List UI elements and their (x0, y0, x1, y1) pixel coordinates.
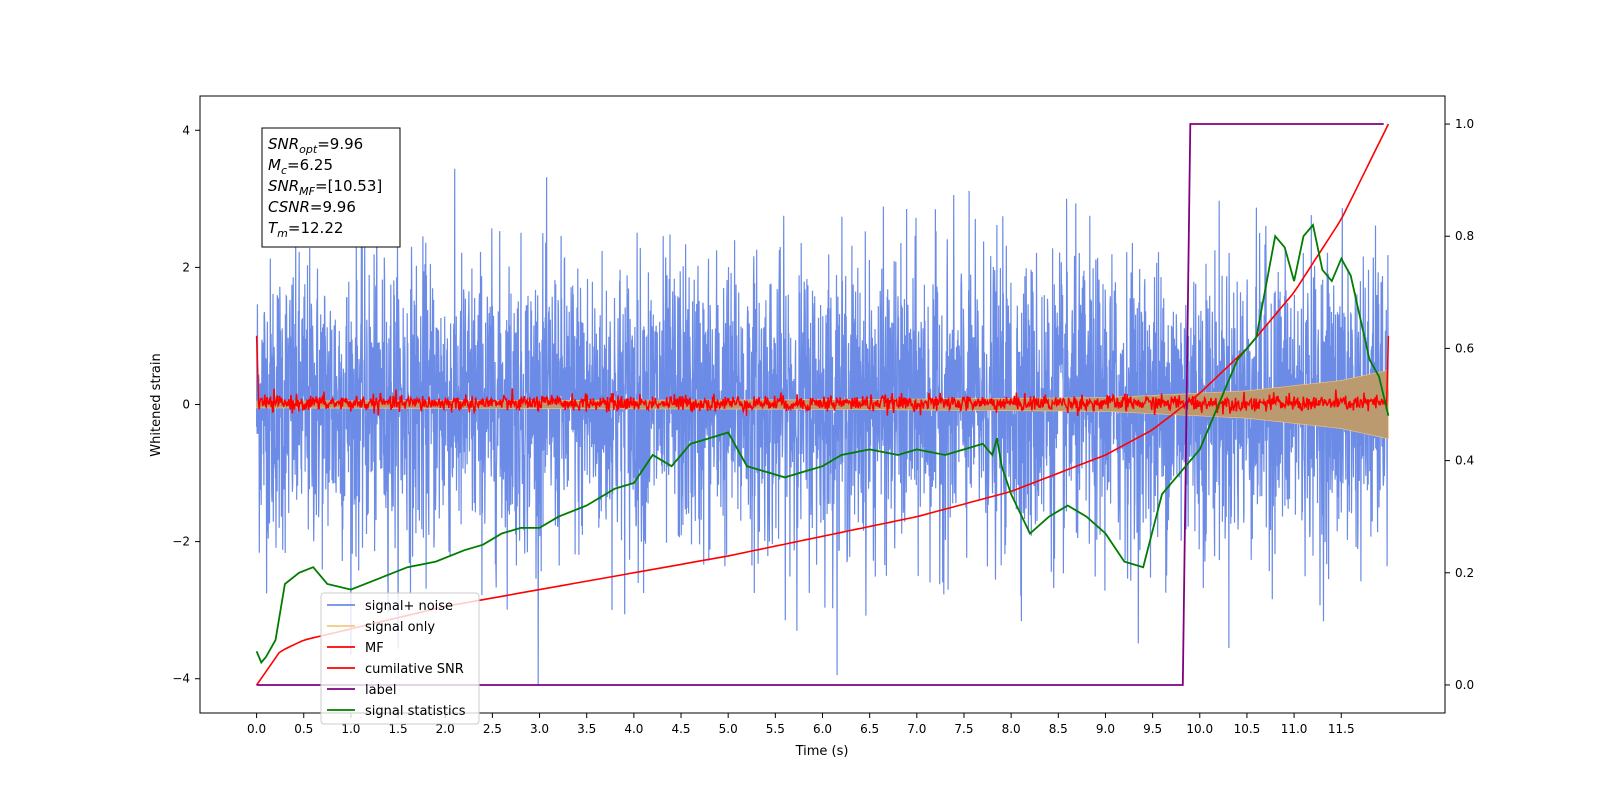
x-tick-label: 10.0 (1186, 722, 1213, 736)
annotation-line: CSNR=9.96 (268, 198, 356, 216)
x-tick-label: 9.5 (1143, 722, 1162, 736)
x-tick-label: 2.0 (436, 722, 455, 736)
x-tick-label: 6.5 (860, 722, 879, 736)
series-mf (255, 335, 1390, 417)
x-tick-label: 8.5 (1049, 722, 1068, 736)
y-tick-label: 0 (182, 398, 190, 412)
x-tick-label: 4.5 (671, 722, 690, 736)
x-tick-label: 5.5 (766, 722, 785, 736)
legend-label: signal statistics (365, 704, 466, 719)
x-axis-label: Time (s) (795, 744, 849, 759)
legend-frame (320, 592, 480, 725)
x-tick-label: 2.5 (483, 722, 502, 736)
x-tick-label: 10.5 (1234, 722, 1261, 736)
y-tick-label: 4 (182, 123, 190, 137)
x-tick-label: 8.0 (1002, 722, 1021, 736)
series-label (256, 123, 1384, 686)
annotation-box: SNRopt=9.96Mc=6.25SNRMF=[10.53]CSNR=9.96… (261, 127, 401, 248)
annotation-line: SNRopt=9.96 (268, 135, 363, 156)
x-tick-label: 9.0 (1096, 722, 1115, 736)
legend-label: label (365, 683, 396, 698)
legend: signal+ noise signal only MF cumilative SNR… (320, 592, 480, 725)
x-tick-label: 0.5 (294, 722, 313, 736)
legend-label: signal+ noise (365, 599, 453, 614)
x-tick-label: 7.0 (907, 722, 926, 736)
y-tick-label: −4 (172, 672, 190, 686)
x-tick-label: 1.0 (341, 722, 360, 736)
x-tick-label: 3.5 (577, 722, 596, 736)
annotation-line: Tm=12.22 (268, 219, 343, 240)
y-axis-label: Whitened strain (149, 353, 164, 456)
x-tick-label: 3.0 (530, 722, 549, 736)
x-tick-label: 4.0 (624, 722, 643, 736)
y-tick-label: 2 (182, 260, 190, 274)
x-tick-label: 0.0 (247, 722, 266, 736)
annotation-frame (261, 127, 401, 248)
y2-tick-label: 1.0 (1455, 117, 1474, 131)
x-tick-label: 1.5 (389, 722, 408, 736)
x-axis-ticks: 0.0 0.5 1.0 1.5 2.0 2.5 3.0 3.5 4.0 4.5 5.0 5.5 6.0 6… (247, 713, 1355, 736)
x-tick-label: 5.0 (719, 722, 738, 736)
legend-label: cumilative SNR (365, 662, 464, 677)
y2-axis-ticks: 0.0 0.2 0.4 0.6 0.8 1.0 (1445, 117, 1474, 692)
x-tick-label: 7.5 (954, 722, 973, 736)
y2-tick-label: 0.6 (1455, 341, 1474, 355)
x-tick-label: 11.0 (1281, 722, 1308, 736)
series-signal-statistics (255, 223, 1390, 665)
legend-label: MF (365, 641, 384, 656)
x-tick-label: 11.5 (1328, 722, 1355, 736)
y2-tick-label: 0.0 (1455, 678, 1474, 692)
legend-label: signal only (365, 620, 435, 635)
y-axis-ticks: −4 −2 0 2 4 (172, 123, 200, 686)
y2-tick-label: 0.8 (1455, 229, 1474, 243)
annotation-line: SNRMF=[10.53] (268, 177, 382, 198)
x-tick-label: 6.0 (813, 722, 832, 736)
y-tick-label: −2 (172, 535, 190, 549)
annotation-line: Mc=6.25 (268, 156, 333, 177)
y2-tick-label: 0.4 (1455, 454, 1474, 468)
y2-tick-label: 0.2 (1455, 566, 1474, 580)
